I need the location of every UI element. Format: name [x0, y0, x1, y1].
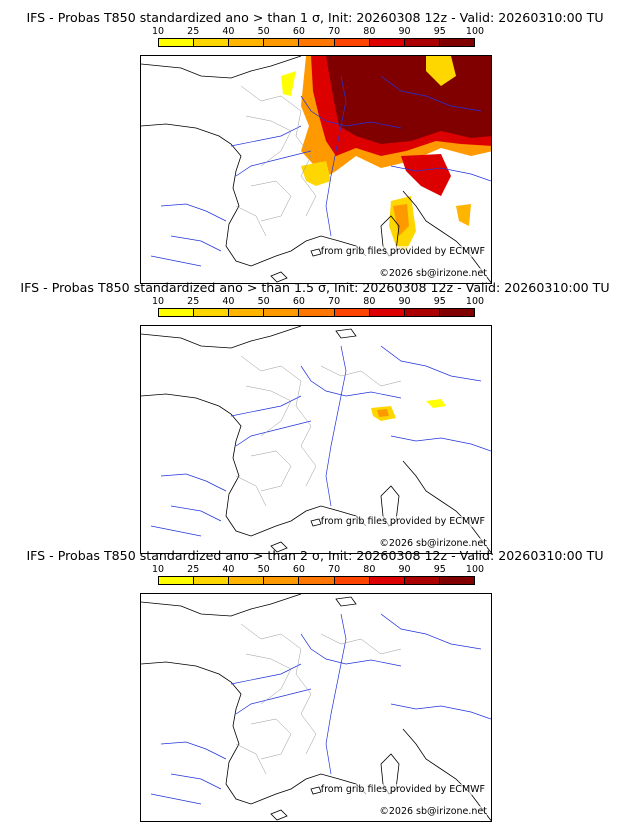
colorbar-tick-label: 25 — [187, 564, 200, 575]
colorbar-tick-label: 100 — [465, 26, 485, 37]
admin-borders — [235, 623, 402, 775]
copyright-credit: ©2026 sb@irizone.net — [379, 268, 487, 279]
rivers — [150, 75, 491, 267]
colorbar-tick-label: 60 — [292, 296, 305, 307]
colorbar-tick-label: 90 — [398, 296, 411, 307]
source-credit: from grib files provided by ECMWF — [320, 246, 485, 257]
admin-borders — [235, 355, 402, 507]
colorbar-segment — [404, 577, 440, 584]
colorbar-segment — [194, 577, 230, 584]
colorbar-tick-label: 80 — [363, 26, 376, 37]
colorbar-segment — [229, 39, 265, 46]
colorbar-tick-label: 50 — [257, 564, 270, 575]
colorbar-segment — [439, 577, 474, 584]
colorbar — [158, 576, 475, 585]
colorbar-tick-label: 50 — [257, 26, 270, 37]
colorbar-ticks: 10 25 40 50 60 70 80 90 95 100 — [0, 564, 630, 575]
colorbar-tick-label: 25 — [187, 26, 200, 37]
colorbar-tick-label: 10 — [151, 564, 165, 575]
colorbar-tick-label: 25 — [187, 296, 200, 307]
source-credit: from grib files provided by ECMWF — [320, 784, 485, 795]
probability-shading — [281, 56, 491, 251]
colorbar-tick-label: 90 — [398, 26, 411, 37]
colorbar-tick-label: 90 — [398, 564, 411, 575]
colorbar-tick-label: 40 — [222, 564, 235, 575]
probability-map[interactable]: from grib files provided by ECMWF ©2026 … — [140, 325, 492, 554]
panel-title: IFS - Probas T850 standardized ano > tha… — [20, 280, 610, 295]
colorbar-tick-label: 60 — [292, 26, 305, 37]
colorbar-segment — [369, 577, 405, 584]
colorbar-segment — [369, 39, 405, 46]
colorbar-segment — [229, 577, 265, 584]
colorbar-segment — [299, 39, 335, 46]
colorbar-tick-label: 50 — [257, 296, 270, 307]
colorbar-segment — [369, 309, 405, 316]
colorbar-segment — [264, 39, 300, 46]
colorbar — [158, 308, 475, 317]
colorbar-tick-label: 95 — [433, 564, 446, 575]
colorbar-tick-label: 10 — [151, 296, 165, 307]
panel-3: IFS - Probas T850 standardized ano > tha… — [0, 548, 630, 822]
colorbar-tick-label: 70 — [328, 296, 341, 307]
colorbar-segment — [334, 577, 370, 584]
map-canvas — [141, 56, 491, 283]
colorbar-segment — [299, 577, 335, 584]
colorbar-segment — [404, 39, 440, 46]
rivers — [150, 345, 491, 537]
probability-map[interactable]: from grib files provided by ECMWF ©2026 … — [140, 593, 492, 822]
colorbar-segment — [194, 309, 230, 316]
colorbar-segment — [299, 309, 335, 316]
colorbar-segment — [439, 39, 474, 46]
map-canvas — [141, 326, 491, 553]
colorbar-tick-label: 80 — [363, 564, 376, 575]
colorbar-tick-label: 70 — [328, 26, 341, 37]
colorbar-tick-label: 100 — [465, 296, 485, 307]
colorbar-segment — [159, 577, 195, 584]
colorbar-tick-label: 40 — [222, 296, 235, 307]
panel-title: IFS - Probas T850 standardized ano > tha… — [26, 10, 604, 25]
map-canvas — [141, 594, 491, 821]
panel-1: IFS - Probas T850 standardized ano > tha… — [0, 10, 630, 284]
source-credit: from grib files provided by ECMWF — [320, 516, 485, 527]
colorbar — [158, 38, 475, 47]
colorbar-segment — [334, 39, 370, 46]
colorbar-tick-label: 40 — [222, 26, 235, 37]
copyright-credit: ©2026 sb@irizone.net — [379, 538, 487, 549]
colorbar-segment — [194, 39, 230, 46]
probability-map[interactable]: from grib files provided by ECMWF ©2026 … — [140, 55, 492, 284]
colorbar-ticks: 10 25 40 50 60 70 80 90 95 100 — [0, 26, 630, 37]
rivers — [150, 613, 491, 805]
panel-2: IFS - Probas T850 standardized ano > tha… — [0, 280, 630, 554]
colorbar-tick-label: 10 — [151, 26, 165, 37]
colorbar-segment — [264, 309, 300, 316]
copyright-credit: ©2026 sb@irizone.net — [379, 806, 487, 817]
admin-borders — [235, 85, 317, 237]
colorbar-segment — [439, 309, 474, 316]
colorbar-tick-label: 95 — [433, 296, 446, 307]
colorbar-tick-label: 95 — [433, 26, 446, 37]
colorbar-segment — [159, 39, 195, 46]
colorbar-ticks: 10 25 40 50 60 70 80 90 95 100 — [0, 296, 630, 307]
colorbar-segment — [159, 309, 195, 316]
colorbar-segment — [229, 309, 265, 316]
colorbar-tick-label: 70 — [328, 564, 341, 575]
colorbar-segment — [334, 309, 370, 316]
probability-shading — [371, 399, 446, 421]
colorbar-tick-label: 80 — [363, 296, 376, 307]
colorbar-segment — [264, 577, 300, 584]
panel-title: IFS - Probas T850 standardized ano > tha… — [26, 548, 604, 563]
colorbar-tick-label: 100 — [465, 564, 485, 575]
colorbar-segment — [404, 309, 440, 316]
colorbar-tick-label: 60 — [292, 564, 305, 575]
